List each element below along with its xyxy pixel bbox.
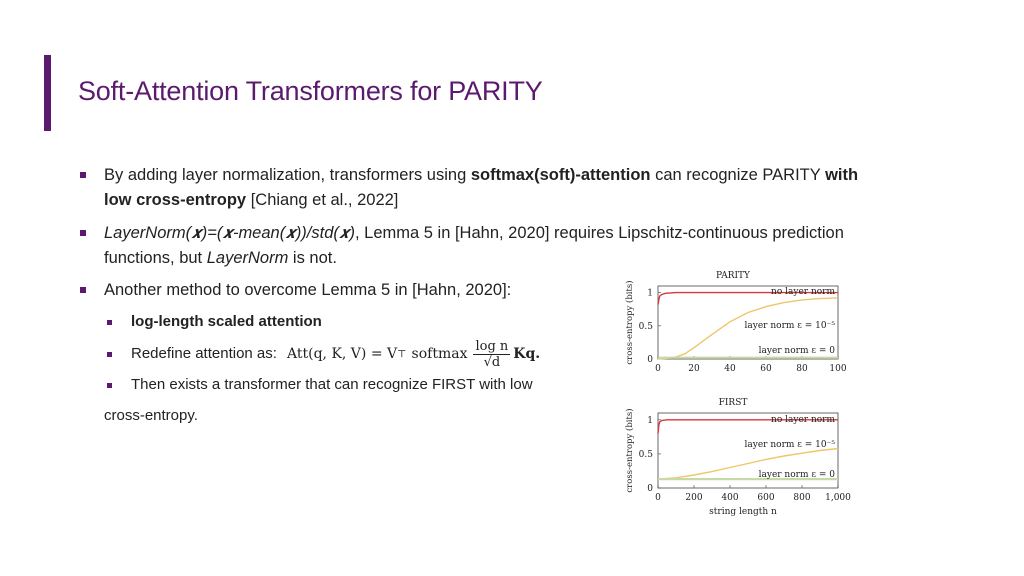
series-label: layer norm ε = 10⁻⁵ [745, 440, 836, 450]
bullet-2-text-line2: functions, but [104, 249, 207, 267]
bullet-1-bold-lowce: low cross-entropy [104, 191, 247, 209]
plot-frame [657, 285, 839, 360]
formula-lhs: Att(q, K, V) = V [287, 346, 398, 362]
chart-title: FIRST [719, 398, 748, 408]
bullet-marker [80, 172, 86, 178]
series-label: layer norm ε = 0 [759, 346, 836, 356]
x-tick-label: 800 [793, 493, 810, 503]
bullet-1-text: By adding layer normalization, transform… [104, 166, 471, 184]
y-axis-label: cross-entropy (bits) [624, 408, 635, 492]
sub-bullet-2-label: Redefine attention as: [131, 345, 277, 362]
bullet-1-text-mid: can recognize PARITY [650, 166, 826, 184]
x-tick-label: 0 [655, 364, 661, 374]
parity-chart: PARITY 0 0.5 1 0 20 40 60 80 100 cross-entropy (bi… [624, 271, 847, 374]
sub-bullet-3-continued: cross-entropy. [104, 407, 198, 424]
bullet-2-layernorm-def: LayerNorm(𝒙)=(𝒙-mean(𝒙))/std(𝒙) [104, 224, 356, 242]
series-label: no layer norm [771, 287, 835, 297]
y-tick-label: 1 [647, 416, 653, 426]
bullet-3: Another method to overcome Lemma 5 in [H… [104, 281, 512, 299]
bullet-2-text: , Lemma 5 in [Hahn, 2020] requires Lipsc… [355, 224, 844, 242]
title-accent-bar [44, 55, 51, 131]
y-axis-label: cross-entropy (bits) [624, 280, 635, 364]
sub-bullet-2: Redefine attention as: [131, 343, 277, 365]
bullet-marker [80, 287, 86, 293]
slide-title: Soft-Attention Transformers for PARITY [78, 76, 543, 106]
y-tick-label: 1 [647, 289, 653, 299]
series-line-layer-norm-eps-1e-5 [657, 447, 839, 480]
plot-frame [657, 412, 839, 489]
bullet-2-layernorm-italic: LayerNorm [206, 249, 289, 267]
y-tick-label: 0 [647, 484, 653, 494]
series-label: no layer norm [771, 415, 835, 425]
x-tick-label: 200 [685, 493, 702, 503]
formula-numerator: log n [473, 338, 511, 355]
attention-formula: Att(q, K, V) = V ⊤ softmax log n √d Kq. [287, 334, 540, 374]
formula-softmax: softmax [411, 346, 468, 362]
bullet-1-bold-softmax: softmax(soft)-attention [470, 166, 651, 184]
formula-denominator: √d [483, 354, 501, 370]
first-chart: FIRST 0 0.5 1 0 200 400 600 800 1,000 cross-entrop… [624, 398, 851, 517]
series-label: layer norm ε = 10⁻⁵ [745, 321, 836, 331]
x-tick-label: 20 [688, 364, 700, 374]
series-line-no-layer-norm [657, 291, 838, 305]
x-tick-label: 100 [829, 364, 846, 374]
formula-fraction: log n √d [473, 338, 511, 370]
sub-bullet-1: log-length scaled attention [131, 313, 322, 330]
formula-transpose: ⊤ [397, 348, 407, 360]
bullet-2-text-end: is not. [288, 249, 337, 267]
x-tick-label: 80 [796, 364, 808, 374]
bullet-1-citation: [Chiang et al., 2022] [246, 191, 399, 209]
bullet-1: By adding layer normalization, transform… [104, 163, 934, 213]
x-tick-label: 400 [721, 493, 738, 503]
series-line-no-layer-norm [657, 419, 838, 434]
bullet-1-bold-with: with [825, 166, 859, 184]
y-tick-label: 0.5 [639, 322, 654, 332]
x-tick-label: 60 [760, 364, 772, 374]
x-tick-label: 1,000 [825, 493, 851, 503]
sub-bullet-marker [107, 352, 112, 357]
x-axis-label: string length n [709, 507, 777, 517]
sub-bullet-3: Then exists a transformer that can recog… [131, 376, 533, 393]
x-tick-label: 0 [655, 493, 661, 503]
chart-title: PARITY [716, 271, 751, 281]
x-tick-label: 40 [724, 364, 736, 374]
series-label: layer norm ε = 0 [759, 470, 836, 480]
bullet-marker [80, 230, 86, 236]
sub-bullet-marker [107, 320, 112, 325]
bullet-2: LayerNorm(𝒙)=(𝒙-mean(𝒙))/std(𝒙), Lemma 5… [104, 221, 934, 271]
y-tick-label: 0 [647, 355, 653, 365]
y-tick-label: 0.5 [639, 450, 654, 460]
formula-rhs: Kq. [513, 346, 541, 362]
sub-bullet-marker [107, 383, 112, 388]
x-tick-label: 600 [757, 493, 774, 503]
